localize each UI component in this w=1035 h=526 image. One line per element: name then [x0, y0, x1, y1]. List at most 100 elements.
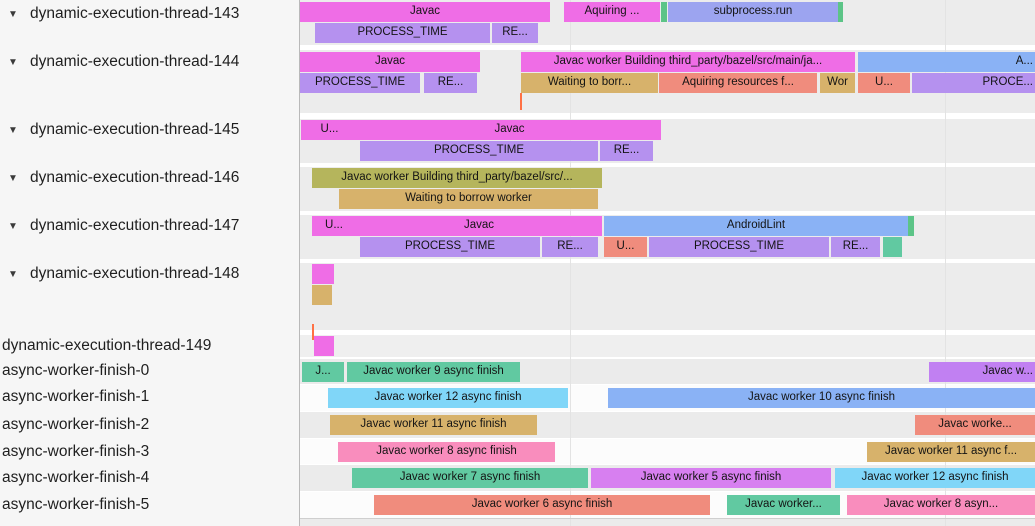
- trace-slice-label: RE...: [613, 144, 640, 157]
- trace-slice[interactable]: Waiting to borr...: [521, 73, 658, 93]
- track-label-row: ▼ dynamic-execution-thread-145: [0, 119, 300, 141]
- track-label: async-worker-finish-4: [2, 469, 150, 486]
- track-label-row: async-worker-finish-0: [0, 360, 300, 382]
- trace-slice[interactable]: Javac: [356, 216, 602, 236]
- trace-slice[interactable]: Javac worke...: [915, 415, 1035, 435]
- trace-slice-label: U...: [616, 240, 635, 253]
- trace-slice[interactable]: Javac worker 5 async finish: [591, 468, 831, 488]
- trace-slice[interactable]: Javac worker 11 async finish: [330, 415, 537, 435]
- trace-slice[interactable]: Javac worker 9 async finish: [347, 362, 520, 382]
- track-label-row: async-worker-finish-4: [0, 467, 300, 489]
- trace-slice[interactable]: [838, 2, 843, 22]
- trace-slice-label: RE...: [557, 240, 583, 253]
- trace-slice[interactable]: RE...: [831, 237, 880, 257]
- gridline: [570, 0, 571, 526]
- trace-slice-label: Aquiring ...: [584, 5, 640, 18]
- trace-slice[interactable]: Aquiring resources f...: [659, 73, 817, 93]
- track-label: async-worker-finish-1: [2, 388, 150, 405]
- trace-slice[interactable]: Javac worker Building third_party/bazel/…: [521, 52, 855, 72]
- trace-slice[interactable]: Waiting to borrow worker: [339, 189, 598, 209]
- trace-slice[interactable]: Javac worker 11 async f...: [867, 442, 1035, 462]
- trace-slice-label: Javac worker Building third_party/bazel/…: [341, 171, 573, 184]
- trace-slice[interactable]: [314, 336, 334, 356]
- trace-slice[interactable]: Aquiring ...: [564, 2, 660, 22]
- trace-slice[interactable]: Javac worker 6 async finish: [374, 495, 710, 515]
- trace-slice[interactable]: Javac worker...: [727, 495, 840, 515]
- trace-slice-label: PROCESS_TIME: [404, 240, 496, 253]
- trace-slice-label: RE...: [437, 76, 464, 89]
- trace-slice-label: Javac worker 12 async finish: [374, 391, 522, 404]
- trace-slice-label: PROCESS_TIME: [314, 76, 406, 89]
- trace-slice[interactable]: J...: [302, 362, 344, 382]
- trace-slice[interactable]: PROCESS_TIME: [315, 23, 490, 43]
- trace-slice[interactable]: Wor: [820, 73, 855, 93]
- trace-slice[interactable]: [661, 2, 667, 22]
- trace-slice[interactable]: U...: [312, 216, 356, 236]
- trace-slice[interactable]: U...: [858, 73, 910, 93]
- trace-slice[interactable]: subprocess.run: [668, 2, 838, 22]
- track-label: async-worker-finish-3: [2, 443, 150, 460]
- trace-slice-label: Wor: [827, 76, 848, 89]
- trace-slice-label: Javac worker 6 async finish: [471, 498, 613, 511]
- trace-slice[interactable]: RE...: [542, 237, 598, 257]
- trace-slice[interactable]: Javac worker 8 asyn...: [847, 495, 1035, 515]
- trace-slice-label: Javac worker 10 async finish: [747, 391, 895, 404]
- trace-slice[interactable]: PROCESS_TIME: [360, 141, 598, 161]
- track-label: async-worker-finish-2: [2, 416, 150, 433]
- track-label: dynamic-execution-thread-149: [2, 337, 212, 354]
- trace-slice[interactable]: Javac: [358, 120, 661, 140]
- trace-slice[interactable]: Javac worker Building third_party/bazel/…: [312, 168, 602, 188]
- trace-slice[interactable]: [908, 216, 914, 236]
- track-label: dynamic-execution-thread-147: [30, 217, 240, 234]
- trace-slice[interactable]: Javac worker 12 async finish: [328, 388, 568, 408]
- expand-triangle-icon[interactable]: ▼: [8, 268, 18, 280]
- trace-slice[interactable]: U...: [301, 120, 358, 140]
- trace-slice[interactable]: [312, 264, 334, 284]
- track-label-sidebar: ▼ dynamic-execution-thread-143 ▼ dynamic-ex…: [0, 0, 300, 526]
- trace-slice-label: Javac worke...: [938, 418, 1012, 431]
- trace-slice-label: AndroidLint: [726, 219, 786, 232]
- trace-slice[interactable]: PROCESS_TIME: [649, 237, 829, 257]
- trace-slice-label: J...: [315, 365, 331, 378]
- track-group-background: [300, 263, 1035, 330]
- trace-slice[interactable]: AndroidLint: [604, 216, 908, 236]
- trace-slice[interactable]: RE...: [424, 73, 477, 93]
- trace-slice[interactable]: PROCESS_TIME: [300, 73, 420, 93]
- expand-triangle-icon[interactable]: ▼: [8, 8, 18, 20]
- trace-slice[interactable]: [883, 237, 902, 257]
- trace-slice[interactable]: PROCESS_TIME: [360, 237, 540, 257]
- trace-slice[interactable]: RE...: [600, 141, 653, 161]
- trace-slice-label: Javac worker 8 async finish: [376, 445, 517, 458]
- gridline: [945, 0, 946, 526]
- trace-slice[interactable]: Javac: [300, 52, 480, 72]
- trace-slice[interactable]: Javac worker 7 async finish: [352, 468, 588, 488]
- expand-triangle-icon[interactable]: ▼: [8, 56, 18, 68]
- expand-triangle-icon[interactable]: ▼: [8, 124, 18, 136]
- trace-slice-label: RE...: [842, 240, 869, 253]
- track-label-row: async-worker-finish-5: [0, 494, 300, 516]
- track-label-row: dynamic-execution-thread-149: [0, 335, 300, 357]
- trace-slice[interactable]: Javac worker 12 async finish: [835, 468, 1035, 488]
- trace-slice[interactable]: Javac worker 8 async finish: [338, 442, 555, 462]
- trace-slice-label: Javac worker 11 async f...: [884, 445, 1018, 458]
- trace-slice[interactable]: U...: [604, 237, 647, 257]
- track-group-background: [300, 519, 1035, 526]
- trace-slice[interactable]: A...: [858, 52, 1035, 72]
- track-label: dynamic-execution-thread-143: [30, 5, 240, 22]
- trace-slice-label: Javac: [374, 55, 406, 68]
- trace-slice-label: Waiting to borr...: [547, 76, 632, 89]
- track-label-row: async-worker-finish-1: [0, 386, 300, 408]
- trace-slice[interactable]: [312, 285, 332, 305]
- track-label: dynamic-execution-thread-148: [30, 265, 240, 282]
- instant-event-marker[interactable]: [312, 324, 314, 340]
- trace-slice[interactable]: Javac w...: [929, 362, 1035, 382]
- instant-event-marker[interactable]: [520, 93, 522, 110]
- track-label: async-worker-finish-0: [2, 362, 150, 379]
- trace-slice[interactable]: PROCE...: [912, 73, 1035, 93]
- trace-slice[interactable]: Javac: [300, 2, 550, 22]
- trace-slice[interactable]: RE...: [492, 23, 538, 43]
- trace-slice-label: U...: [325, 219, 343, 232]
- expand-triangle-icon[interactable]: ▼: [8, 220, 18, 232]
- expand-triangle-icon[interactable]: ▼: [8, 172, 18, 184]
- trace-slice[interactable]: Javac worker 10 async finish: [608, 388, 1035, 408]
